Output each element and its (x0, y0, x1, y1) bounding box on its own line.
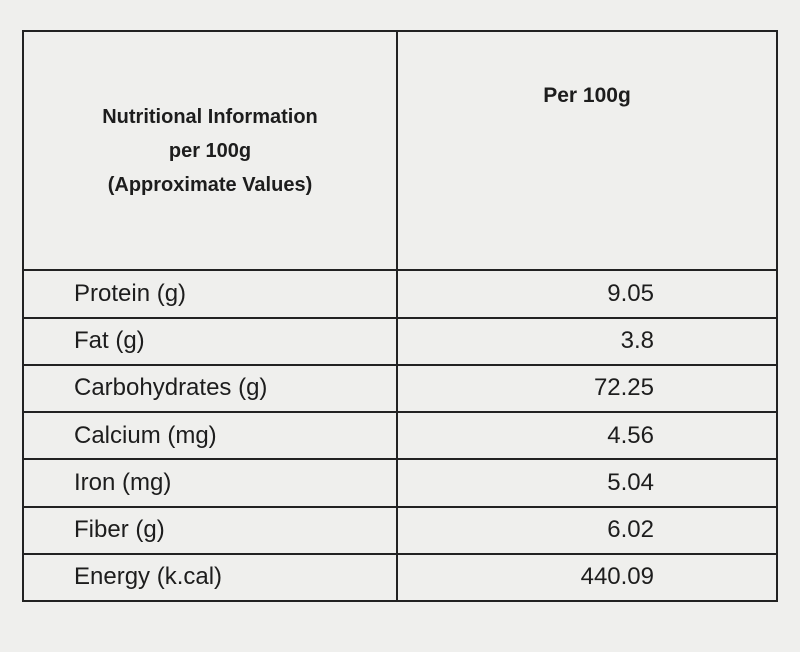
header-column: Per 100g (396, 29, 778, 272)
nutrient-value: 9.05 (396, 269, 778, 319)
table-row: Protein (g) 9.05 (22, 269, 778, 319)
nutrient-value: 3.8 (396, 316, 778, 366)
nutrient-label: Iron (mg) (22, 458, 398, 508)
nutrient-value: 440.09 (396, 552, 778, 603)
table-row: Fat (g) 3.8 (22, 316, 778, 366)
nutrient-label: Calcium (mg) (22, 411, 398, 461)
nutrition-table: Nutritional Information per 100g (Approx… (22, 29, 778, 603)
header-row: Nutritional Information per 100g (Approx… (22, 29, 778, 272)
table-row: Calcium (mg) 4.56 (22, 411, 778, 461)
nutrient-label: Carbohydrates (g) (22, 363, 398, 414)
nutrient-label: Protein (g) (22, 269, 398, 319)
nutrient-value: 5.04 (396, 458, 778, 508)
header-title-line: (Approximate Values) (107, 173, 313, 196)
table-row: Energy (k.cal) 440.09 (22, 552, 778, 603)
nutrient-value: 6.02 (396, 505, 778, 555)
header-title-line: per 100g (168, 139, 252, 162)
header-title-line: Nutritional Information (102, 105, 318, 128)
header-title-cell: Nutritional Information per 100g (Approx… (22, 29, 398, 272)
nutrient-label: Fat (g) (22, 316, 398, 366)
nutrient-label: Energy (k.cal) (22, 552, 398, 603)
nutrient-label: Fiber (g) (22, 505, 398, 555)
table-row: Fiber (g) 6.02 (22, 505, 778, 555)
table-row: Carbohydrates (g) 72.25 (22, 363, 778, 414)
nutrient-value: 4.56 (396, 411, 778, 461)
table-row: Iron (mg) 5.04 (22, 458, 778, 508)
nutrient-value: 72.25 (396, 363, 778, 414)
